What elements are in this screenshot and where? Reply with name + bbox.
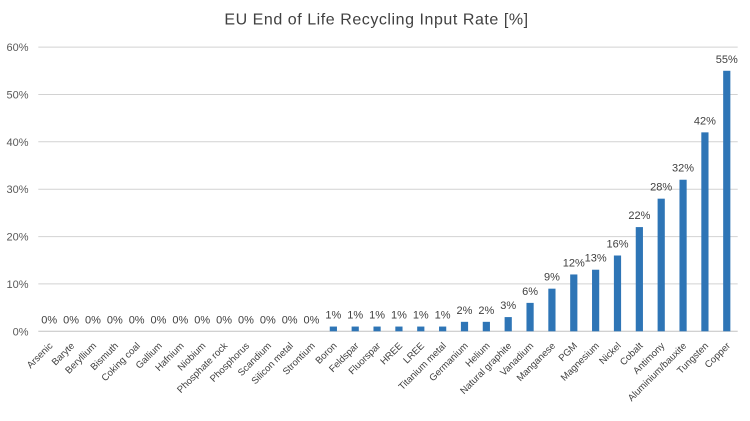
svg-text:0%: 0% bbox=[85, 314, 101, 326]
svg-text:0%: 0% bbox=[63, 314, 79, 326]
svg-text:6%: 6% bbox=[522, 286, 538, 298]
svg-text:12%: 12% bbox=[563, 257, 585, 269]
svg-text:0%: 0% bbox=[194, 314, 210, 326]
svg-text:30%: 30% bbox=[6, 184, 28, 196]
svg-text:28%: 28% bbox=[650, 182, 672, 194]
svg-text:60%: 60% bbox=[6, 42, 28, 54]
svg-text:50%: 50% bbox=[6, 90, 28, 102]
svg-text:10%: 10% bbox=[6, 279, 28, 291]
svg-text:0%: 0% bbox=[151, 314, 167, 326]
svg-text:0%: 0% bbox=[216, 314, 232, 326]
svg-text:3%: 3% bbox=[500, 300, 516, 312]
svg-text:2%: 2% bbox=[457, 305, 473, 317]
svg-text:0%: 0% bbox=[13, 326, 29, 338]
svg-text:0%: 0% bbox=[172, 314, 188, 326]
svg-text:20%: 20% bbox=[6, 232, 28, 244]
svg-text:1%: 1% bbox=[391, 310, 407, 322]
svg-text:40%: 40% bbox=[6, 137, 28, 149]
svg-text:1%: 1% bbox=[369, 310, 385, 322]
svg-text:0%: 0% bbox=[260, 314, 276, 326]
svg-text:13%: 13% bbox=[585, 253, 607, 265]
svg-text:0%: 0% bbox=[304, 314, 320, 326]
svg-text:1%: 1% bbox=[325, 310, 341, 322]
svg-text:42%: 42% bbox=[694, 115, 716, 127]
svg-text:2%: 2% bbox=[478, 305, 494, 317]
svg-text:0%: 0% bbox=[238, 314, 254, 326]
svg-text:16%: 16% bbox=[606, 239, 628, 251]
svg-text:0%: 0% bbox=[107, 314, 123, 326]
svg-text:1%: 1% bbox=[435, 310, 451, 322]
svg-text:EU End of Life Recycling Input: EU End of Life Recycling Input Rate [%] bbox=[224, 12, 528, 29]
svg-text:32%: 32% bbox=[672, 163, 694, 175]
svg-text:55%: 55% bbox=[716, 54, 738, 66]
svg-text:0%: 0% bbox=[129, 314, 145, 326]
svg-text:1%: 1% bbox=[413, 310, 429, 322]
svg-text:22%: 22% bbox=[628, 210, 650, 222]
svg-text:9%: 9% bbox=[544, 272, 560, 284]
svg-text:0%: 0% bbox=[41, 314, 57, 326]
svg-text:1%: 1% bbox=[347, 310, 363, 322]
svg-text:0%: 0% bbox=[282, 314, 298, 326]
